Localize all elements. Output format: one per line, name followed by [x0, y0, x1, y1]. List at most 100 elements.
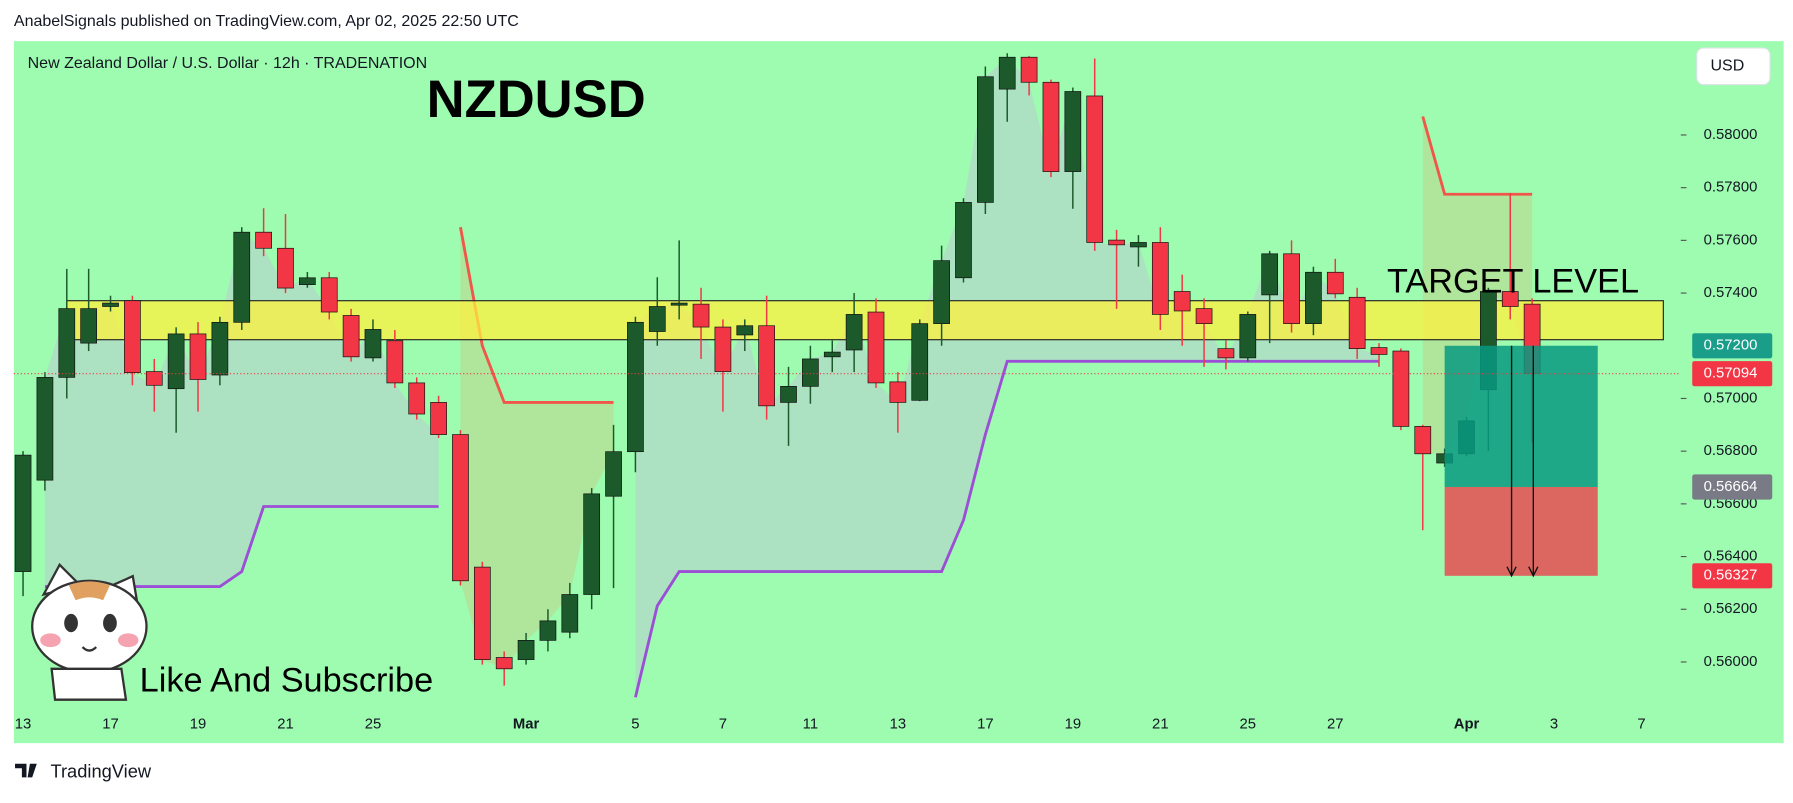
currency-button[interactable] — [1696, 47, 1771, 86]
indicator-fill — [460, 227, 614, 669]
candle-body — [255, 231, 272, 249]
y-tick-label: 0.57000 — [1704, 390, 1758, 406]
candle-body — [36, 377, 54, 481]
price-tag-label: 0.57094 — [1704, 366, 1758, 382]
target-zone — [66, 300, 1664, 341]
candle-body — [977, 76, 994, 203]
candle-body — [342, 315, 360, 358]
candle-body — [1261, 253, 1279, 296]
candle-body — [124, 300, 141, 373]
candle-body — [867, 311, 885, 384]
candle-body — [189, 333, 207, 380]
candle-body — [233, 231, 251, 323]
x-tick-label: 13 — [15, 717, 32, 733]
x-tick-label: 13 — [890, 717, 907, 733]
candle-body — [1195, 308, 1213, 324]
y-tick-label: 0.57600 — [1704, 232, 1758, 248]
indicator-fill — [635, 57, 1380, 698]
candle-body — [539, 620, 557, 641]
candle-body — [1326, 271, 1344, 295]
candle-body — [1217, 348, 1235, 359]
candle-body — [430, 402, 447, 435]
candle-body — [758, 325, 775, 407]
footer-brand: TradingView — [50, 761, 151, 782]
x-tick-label: 17 — [977, 717, 994, 733]
candle-body — [299, 277, 316, 285]
cat-sticker — [31, 562, 148, 701]
candle-body — [561, 594, 579, 633]
price-tag-label: 0.56664 — [1704, 479, 1758, 495]
y-tick-label: 0.56600 — [1704, 496, 1758, 512]
candle-body — [1370, 347, 1388, 355]
arrow-head — [1506, 566, 1517, 578]
x-tick-label: 27 — [1327, 717, 1344, 733]
indicator-line — [634, 359, 1380, 698]
candle-body — [889, 381, 907, 403]
candle-body — [648, 306, 666, 332]
candle-body — [1414, 426, 1432, 455]
chart-title: NZDUSD — [427, 70, 646, 129]
price-tag-label: 0.56327 — [1704, 568, 1758, 584]
x-tick-label: 7 — [719, 717, 727, 733]
candle-body — [386, 340, 404, 384]
y-tick-label: 0.58000 — [1704, 127, 1758, 143]
x-tick-label: Mar — [513, 717, 540, 733]
x-tick-label: 3 — [1550, 717, 1558, 733]
price-tag — [1692, 474, 1773, 500]
zone-label: TARGET LEVEL — [1387, 263, 1639, 301]
candle-body — [102, 302, 119, 307]
candle-body — [823, 351, 841, 358]
y-tick-label: 0.57800 — [1704, 180, 1758, 196]
candle-body — [714, 326, 732, 372]
candle-body — [1283, 253, 1300, 324]
candle-body — [1086, 95, 1104, 243]
candle-body — [1064, 91, 1082, 172]
price-tag — [1692, 333, 1773, 359]
candle-body — [80, 308, 98, 344]
x-tick-label: 17 — [102, 717, 119, 733]
publish-header: AnabelSignals published on TradingView.c… — [14, 13, 519, 30]
candle-body — [14, 454, 32, 572]
y-tick-label: 0.56200 — [1704, 601, 1758, 617]
x-tick-label: 19 — [1065, 717, 1082, 733]
candle-body — [933, 260, 950, 324]
candle-body — [955, 202, 972, 279]
x-tick-label: 11 — [803, 717, 818, 733]
symbol-subtitle: New Zealand Dollar / U.S. Dollar · 12h ·… — [28, 55, 428, 72]
x-tick-label: 25 — [1240, 717, 1257, 733]
price-tag-label: 0.57200 — [1704, 338, 1758, 354]
candle-body — [517, 640, 535, 660]
candle-body — [1151, 242, 1169, 315]
y-tick-label: 0.57400 — [1704, 285, 1758, 301]
candle-body — [1501, 291, 1519, 307]
x-tick-label: 21 — [1152, 717, 1169, 733]
currency-label: USD — [1711, 58, 1745, 75]
candle-body — [277, 247, 294, 289]
candle-body — [1348, 296, 1366, 350]
candle-body — [736, 325, 754, 336]
position-loss — [1444, 487, 1598, 576]
candle-body — [627, 321, 644, 453]
candle-body — [364, 329, 382, 359]
x-tick-label: 5 — [631, 717, 639, 733]
y-tick-label: 0.56400 — [1704, 548, 1758, 564]
candle-body — [802, 358, 819, 387]
arrow-head — [1528, 566, 1539, 578]
candle-body — [692, 303, 710, 328]
candle-body — [320, 277, 338, 313]
candle-body — [605, 451, 622, 497]
candle-body — [1108, 239, 1125, 246]
candle-body — [473, 566, 491, 660]
x-tick-label: 21 — [277, 717, 294, 733]
position-profit — [1444, 345, 1598, 488]
candle-body — [58, 308, 76, 378]
candle-body — [1042, 81, 1060, 172]
candle-body — [1239, 314, 1257, 359]
candle-body — [1392, 350, 1410, 427]
candle-body — [583, 493, 601, 595]
plot: 0.56000 0.56200 0.56400 0.56600 0.56800 0.570… — [13, 53, 1773, 733]
caption: Like And Subscribe — [140, 662, 433, 700]
x-tick-label: 25 — [365, 717, 382, 733]
candle-body — [670, 302, 688, 306]
candle-body — [911, 323, 929, 401]
